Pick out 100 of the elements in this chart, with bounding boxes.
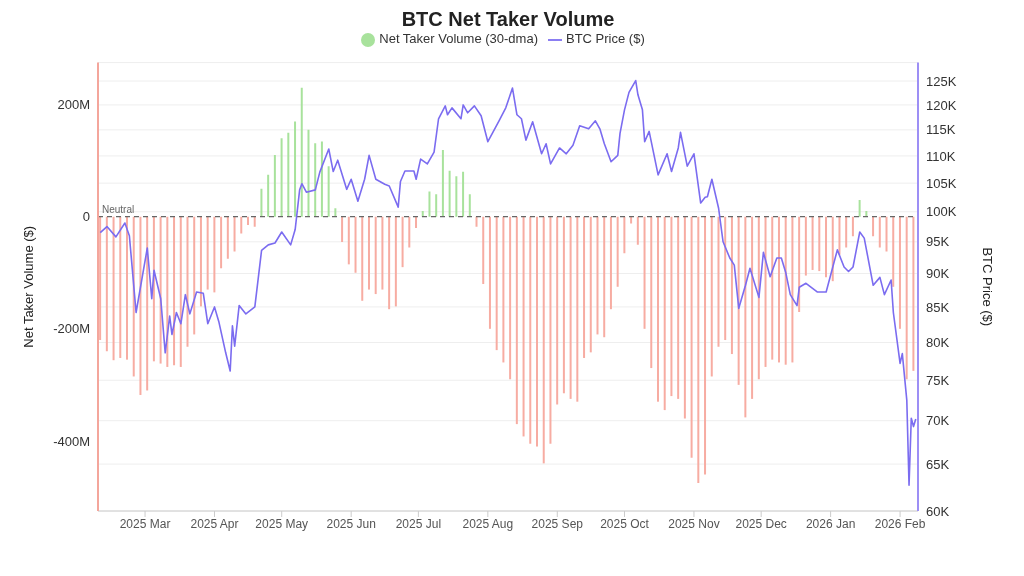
bar xyxy=(751,216,754,399)
bar xyxy=(818,216,821,272)
bar xyxy=(267,174,270,217)
y2-tick-label: 125K xyxy=(926,73,957,89)
bar xyxy=(428,191,431,217)
bar xyxy=(462,171,465,217)
bar xyxy=(495,216,498,351)
x-tick-label: 2025 Oct xyxy=(600,516,650,531)
bar xyxy=(260,188,263,217)
bar xyxy=(361,216,364,301)
bar xyxy=(475,216,478,227)
legend-label: Net Taker Volume (30-dma) xyxy=(379,31,538,46)
bar xyxy=(294,121,297,217)
y2-tick-label: 70K xyxy=(926,413,950,429)
bar xyxy=(186,216,189,347)
legend-label: BTC Price ($) xyxy=(565,31,645,46)
bar xyxy=(683,216,686,419)
x-tick-label: 2025 Jul xyxy=(395,516,442,531)
bar xyxy=(273,155,276,217)
bar xyxy=(724,216,727,341)
bar xyxy=(831,216,834,282)
bar xyxy=(549,216,552,444)
bar xyxy=(509,216,512,380)
bar xyxy=(825,216,828,278)
bar xyxy=(757,216,760,380)
x-tick-label: 2025 Mar xyxy=(119,516,171,531)
y2-tick-label: 75K xyxy=(926,372,950,388)
bar xyxy=(146,216,149,391)
bar xyxy=(717,216,720,347)
bar xyxy=(287,132,290,217)
x-tick-label: 2025 Jun xyxy=(326,516,376,531)
bar xyxy=(226,216,229,259)
bar xyxy=(912,216,915,371)
bar xyxy=(347,216,350,265)
bar xyxy=(119,216,122,358)
bar xyxy=(468,194,471,217)
bar xyxy=(878,216,881,248)
bar xyxy=(408,216,411,248)
bar xyxy=(206,216,209,290)
y2-tick-label: 105K xyxy=(926,175,957,191)
chart-title: BTC Net Taker Volume xyxy=(400,8,616,31)
bar xyxy=(730,216,733,355)
bar xyxy=(804,216,807,276)
y-tick-label: 200M xyxy=(57,97,90,113)
x-tick-label: 2025 Apr xyxy=(190,516,239,531)
bar xyxy=(388,216,391,310)
bar xyxy=(851,216,854,237)
bar xyxy=(589,216,592,353)
bar xyxy=(374,216,377,295)
bar xyxy=(233,216,236,252)
bar xyxy=(542,216,545,464)
bar xyxy=(596,216,599,335)
y2-tick-label: 115K xyxy=(926,122,956,138)
bar xyxy=(193,216,196,335)
x-tick-label: 2025 May xyxy=(255,516,309,531)
bar xyxy=(663,216,666,411)
bar xyxy=(764,216,767,367)
bar xyxy=(488,216,491,329)
bar xyxy=(152,216,155,362)
bar xyxy=(320,141,323,217)
bar xyxy=(576,216,579,402)
x-tick-label: 2025 Nov xyxy=(668,516,720,531)
bar xyxy=(845,216,848,248)
bar xyxy=(139,216,142,395)
bar xyxy=(643,216,646,329)
line-series xyxy=(99,79,917,487)
y-tick-label: -200M xyxy=(53,321,90,337)
bar xyxy=(253,216,256,227)
bar xyxy=(441,150,444,217)
bar xyxy=(704,216,707,475)
x-tick-label: 2026 Feb xyxy=(874,516,926,531)
bar xyxy=(569,216,572,399)
bar xyxy=(415,216,418,228)
bar xyxy=(529,216,532,444)
bar xyxy=(199,216,202,307)
bar xyxy=(367,216,370,290)
bar xyxy=(898,216,901,329)
bar xyxy=(327,166,330,217)
bar xyxy=(885,216,888,252)
bar xyxy=(872,216,875,237)
bar xyxy=(300,87,303,217)
bar xyxy=(798,216,801,313)
bar xyxy=(838,216,841,255)
y2-tick-label: 120K xyxy=(926,97,957,113)
bar xyxy=(482,216,485,284)
bar xyxy=(522,216,525,437)
x-tick-label: 2025 Aug xyxy=(462,516,514,531)
bar xyxy=(623,216,626,254)
y-tick-label: 0 xyxy=(82,209,90,225)
y2-axis-title: BTC Price ($) xyxy=(980,247,996,327)
ref-line-label: Neutral xyxy=(102,203,135,215)
x-tick-label: 2025 Sep xyxy=(531,516,584,531)
bar xyxy=(166,216,169,367)
bar xyxy=(455,176,458,217)
bar xyxy=(656,216,659,402)
bar xyxy=(697,216,700,483)
bar xyxy=(246,216,249,226)
bar xyxy=(502,216,505,363)
bar xyxy=(536,216,539,447)
bar xyxy=(670,216,673,397)
